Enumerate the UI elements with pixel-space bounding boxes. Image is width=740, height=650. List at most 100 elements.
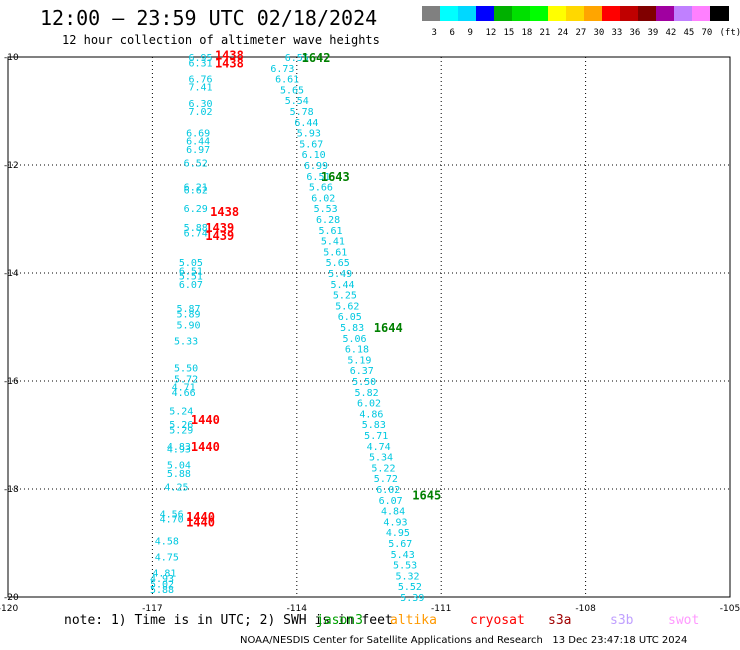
wave-height-value: 5.67: [388, 539, 412, 550]
wave-height-value: 6.18: [345, 345, 369, 356]
wave-height-value: 5.72: [174, 374, 198, 385]
satellite-name-s3a: s3a: [548, 613, 572, 628]
wave-height-value: 5.89: [176, 310, 200, 321]
longitude-tick-label: -108: [575, 604, 596, 614]
pass-time-label: 1439: [205, 221, 234, 235]
wave-height-value: 6.99: [304, 161, 328, 172]
wave-height-value: 5.26: [169, 420, 193, 431]
legend-tick-label: (ft): [719, 28, 740, 38]
map-subtitle: 12 hour collection of altimeter wave hei…: [62, 33, 380, 47]
pass-time-label: 1438: [210, 205, 239, 219]
wave-height-value: 5.39: [400, 593, 424, 604]
wave-height-value: 4.71: [172, 382, 196, 393]
wave-height-value: 5.29: [169, 426, 193, 437]
wave-height-value: 6.55: [285, 53, 309, 64]
wave-height-value: 5.22: [371, 463, 395, 474]
legend-swatch: [692, 6, 711, 21]
wave-height-value: 5.83: [362, 420, 386, 431]
latitude-tick-label: -16: [4, 377, 19, 387]
legend-swatch: [566, 6, 585, 21]
wave-height-value: 5.05: [179, 258, 203, 269]
wave-height-value: 4.84: [381, 507, 405, 518]
longitude-tick-label: -111: [431, 604, 451, 614]
wave-height-value: 5.06: [343, 334, 367, 345]
satellite-name-swot: swot: [668, 613, 700, 628]
longitude-tick-label: -120: [0, 604, 18, 614]
wave-height-value: 4.66: [172, 388, 196, 399]
longitude-tick-label: -114: [287, 604, 308, 614]
wave-height-value: 5.53: [314, 204, 338, 215]
legend-swatch: [620, 6, 639, 21]
wave-height-value: 6.52: [184, 158, 208, 169]
legend-tick-label: 36: [629, 28, 641, 38]
wave-height-value: 4.93: [150, 574, 174, 585]
wave-height-value: 6.97: [186, 145, 210, 156]
wave-height-value: 6.61: [275, 75, 299, 86]
wave-height-value: 4.86: [359, 409, 383, 420]
satellite-name-altika: altika: [390, 613, 437, 628]
wave-height-value: 5.66: [309, 183, 333, 194]
wave-height-value: 6.37: [350, 366, 374, 377]
pass-time-label: 1644: [374, 321, 403, 335]
wave-height-value: 5.54: [285, 96, 309, 107]
legend-tick-label: 42: [665, 28, 677, 38]
wave-height-value: 4.81: [152, 569, 176, 580]
wave-height-value: 5.19: [347, 355, 371, 366]
wave-height-value: 6.07: [179, 280, 203, 291]
map-title: 12:00 – 23:59 UTC 02/18/2024: [40, 6, 378, 30]
wave-height-value: 4.75: [155, 553, 179, 564]
wave-height-value: 6.02: [357, 399, 381, 410]
wave-height-value: 6.95: [188, 53, 212, 64]
longitude-tick-label: -105: [720, 604, 740, 614]
legend-swatch: [602, 6, 621, 21]
legend-tick-label: 12: [485, 28, 497, 38]
wave-height-value: 7.02: [188, 107, 212, 118]
longitude-tick-label: -117: [142, 604, 162, 614]
wave-height-value: 5.50: [174, 364, 198, 375]
latitude-tick-label: -14: [4, 269, 19, 279]
wave-height-value: 6.44: [186, 137, 210, 148]
latitude-tick-label: -10: [4, 53, 19, 63]
legend-swatch: [440, 6, 459, 21]
wave-height-value: 5.33: [174, 337, 198, 348]
wave-height-value: 5.43: [391, 550, 415, 561]
legend-tick-label: 21: [539, 28, 551, 38]
pass-time-label: 1440: [186, 510, 215, 524]
legend-swatch: [674, 6, 693, 21]
wave-height-value: 5.41: [321, 237, 345, 248]
wave-height-value: 5.25: [333, 291, 357, 302]
legend-swatch: [458, 6, 477, 21]
wave-height-value: 5.67: [299, 139, 323, 150]
wave-height-value: 6.05: [338, 312, 362, 323]
wave-height-value: 6.31: [188, 58, 212, 69]
pass-time-label: 1645: [412, 488, 441, 502]
wave-height-value: 5.88: [184, 223, 208, 234]
wave-height-value: 5.87: [176, 304, 200, 315]
legend-tick-label: 3: [431, 28, 437, 38]
legend-swatch: [710, 6, 729, 21]
wave-height-value: 4.70: [160, 515, 184, 526]
wave-height-value: 4.83: [167, 442, 191, 453]
wave-height-value: 5.53: [393, 561, 417, 572]
legend-swatch: [638, 6, 657, 21]
wave-height-value: 5.83: [340, 323, 364, 334]
pass-time-label: 1440: [191, 440, 220, 454]
latitude-tick-label: -20: [4, 593, 19, 603]
wave-height-value: 5.24: [169, 407, 193, 418]
wave-height-value: 5.44: [330, 280, 354, 291]
wave-height-value: 4.58: [155, 536, 179, 547]
legend-tick-label: 70: [701, 28, 713, 38]
wave-height-value: 5.61: [318, 226, 342, 237]
wave-height-value: 5.52: [398, 582, 422, 593]
legend-swatch: [584, 6, 603, 21]
wave-height-value: 6.51: [179, 266, 203, 277]
legend-tick-label: 30: [593, 28, 605, 38]
satellite-name-cryosat: cryosat: [470, 613, 525, 628]
legend-swatch: [494, 6, 513, 21]
legend-tick-label: 27: [575, 28, 587, 38]
wave-height-value: 5.61: [323, 247, 347, 258]
wave-height-value: 5.71: [364, 431, 388, 442]
wave-height-value: 6.21: [184, 183, 208, 194]
wave-height-color-legend: 3 6 9 12 15 18 21 24 27 30 33 36 39 42 45 70 (ft): [422, 6, 740, 38]
